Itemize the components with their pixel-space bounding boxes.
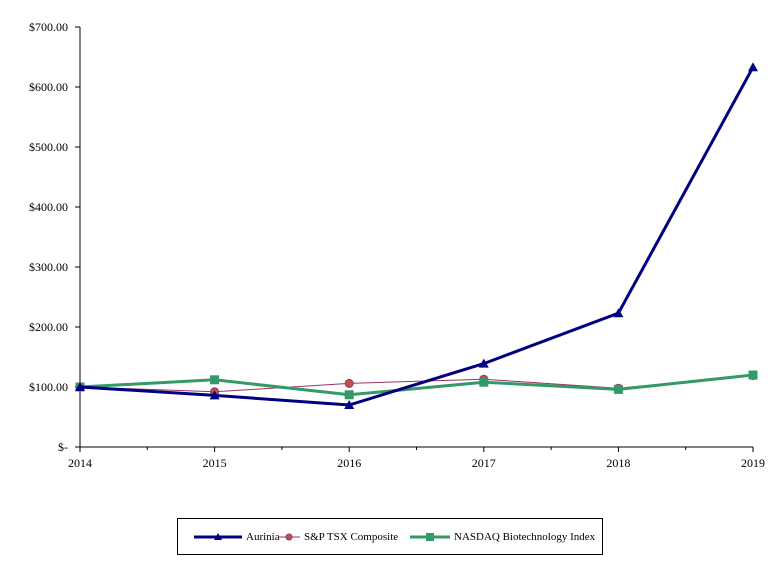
data-point-aurinia [209, 390, 220, 400]
series-line-nasdaq-biotechnology-index [79, 373, 754, 397]
y-tick-label: $500.00 [29, 140, 68, 154]
legend-label-aurinia: Aurinia [246, 531, 280, 543]
legend-item-nasdaq-bio: NASDAQ Biotechnology Index [410, 529, 595, 545]
data-point-aurinia [344, 400, 355, 409]
x-tick-label: 2015 [203, 456, 227, 470]
legend-item-sp-tsx: S&P TSX Composite [278, 529, 398, 545]
x-tick-label: 2018 [606, 456, 630, 470]
data-point-s-p-tsx-composite [344, 378, 354, 388]
legend-swatch-aurinia [194, 533, 242, 540]
legend-label-sp-tsx: S&P TSX Composite [304, 531, 399, 543]
data-point-nasdaq-biotechnology-index [210, 375, 220, 385]
y-tick-label: $400.00 [29, 200, 68, 214]
chart-series [75, 62, 758, 409]
data-point-nasdaq-biotechnology-index [479, 377, 489, 387]
y-tick-label: $600.00 [29, 80, 68, 94]
data-point-nasdaq-biotechnology-index [344, 390, 354, 400]
legend-label-nasdaq-bio: NASDAQ Biotechnology Index [454, 531, 596, 543]
data-point-nasdaq-biotechnology-index [613, 384, 623, 394]
legend-swatch-nasdaq-bio [410, 533, 450, 541]
legend-item-aurinia: Aurinia [194, 529, 280, 545]
x-tick-label: 2019 [741, 456, 765, 470]
data-point-aurinia [75, 382, 85, 391]
data-point-nasdaq-biotechnology-index [748, 370, 758, 380]
y-tick-label: $100.00 [29, 380, 68, 394]
y-tick-label: $200.00 [29, 320, 68, 334]
x-tick-label: 2014 [68, 456, 92, 470]
x-tick-label: 2017 [472, 456, 496, 470]
series-line-aurinia [79, 66, 755, 407]
chart-axes: $- $100.00 $200.00 $300.00 $400.00 $500.00 $60… [29, 20, 765, 470]
data-point-aurinia [748, 62, 758, 72]
y-tick-label: $300.00 [29, 260, 68, 274]
y-tick-label: $700.00 [29, 20, 68, 34]
data-point-aurinia [613, 308, 624, 318]
y-tick-label: $- [58, 440, 68, 454]
legend: Aurinia S&P TSX Composite NASDAQ Biotech… [177, 518, 603, 555]
legend-swatch-sp-tsx [278, 533, 300, 541]
series-aurinia [75, 62, 758, 409]
x-tick-label: 2016 [337, 456, 361, 470]
data-point-aurinia [478, 358, 489, 368]
